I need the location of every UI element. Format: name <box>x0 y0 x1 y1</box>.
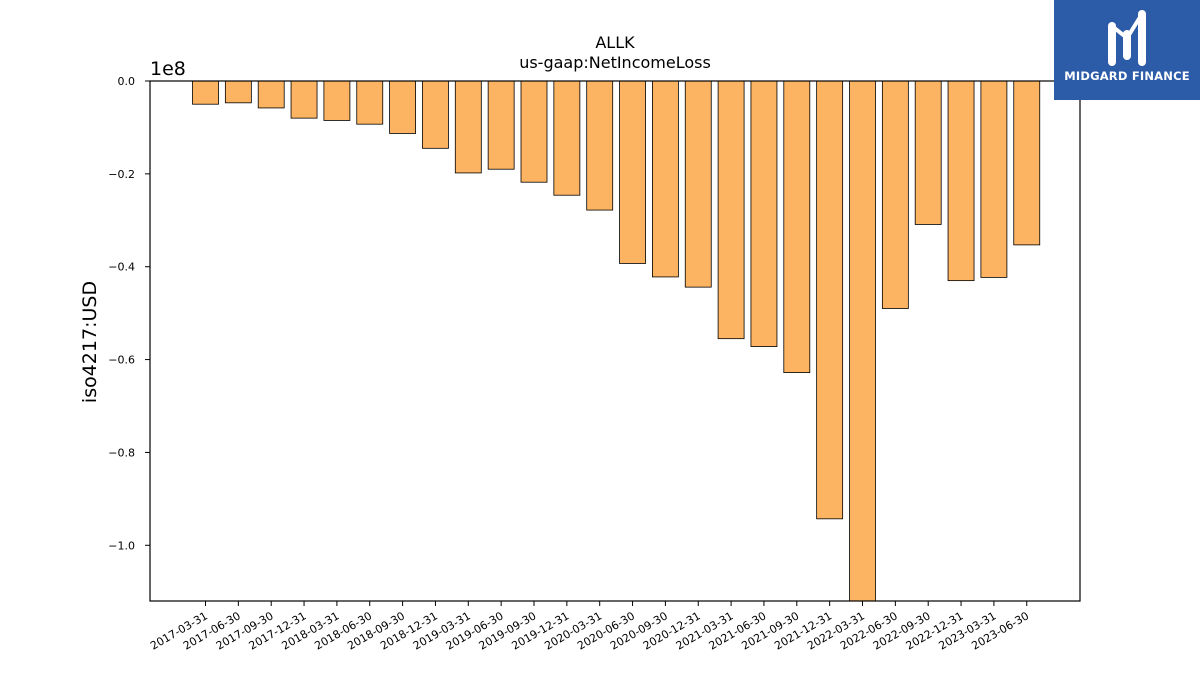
bar-2023-06-30 <box>1013 80 1041 246</box>
bar-2020-12-31 <box>684 80 712 288</box>
bar-2021-12-31 <box>816 80 844 520</box>
bar-2018-09-30 <box>389 80 417 134</box>
bar-2017-06-30 <box>224 80 252 104</box>
y-scale-label: 1e8 <box>150 58 186 80</box>
bar-2020-09-30 <box>652 80 679 278</box>
y-tick-label: 0.0 <box>118 75 136 88</box>
bar-2021-06-30 <box>750 80 778 347</box>
y-tick-label: −0.4 <box>108 261 135 274</box>
x-ticks-layer: 2017-03-312017-06-302017-09-302017-12-31… <box>148 601 1031 653</box>
bars-layer <box>192 80 1041 602</box>
bar-2022-09-30 <box>914 80 942 225</box>
bar-2019-09-30 <box>520 80 548 183</box>
brand-name: MIDGARD FINANCE <box>1064 69 1190 83</box>
plot-frame <box>149 80 1081 602</box>
bar-2017-03-31 <box>192 80 219 105</box>
y-axis-label: iso4217:USD <box>79 281 101 403</box>
bar-2020-06-30 <box>619 80 646 264</box>
chart-subtitle: us-gaap:NetIncomeLoss <box>519 53 711 72</box>
y-tick-label: −0.2 <box>108 168 135 181</box>
bar-2022-06-30 <box>881 80 909 309</box>
bar-2023-03-31 <box>980 80 1008 278</box>
bar-2019-06-30 <box>487 80 515 170</box>
bar-2021-03-31 <box>717 80 745 340</box>
brand-logo: MIDGARD FINANCE <box>1054 0 1200 100</box>
bar-2017-12-31 <box>290 80 318 119</box>
y-tick-label: −0.8 <box>108 446 135 459</box>
bar-2018-12-31 <box>422 80 449 149</box>
chart-title: ALLK <box>595 33 635 52</box>
bar-2020-03-31 <box>586 80 614 211</box>
bar-2017-09-30 <box>257 80 285 109</box>
bar-2018-06-30 <box>356 80 384 125</box>
y-ticks-layer: 0.0 −0.2 −0.4 −0.6 −0.8 −1.0 <box>108 75 150 552</box>
y-tick-label: −1.0 <box>108 539 135 552</box>
bar-2019-03-31 <box>454 80 482 174</box>
y-tick-label: −0.6 <box>108 354 135 367</box>
bar-2018-03-31 <box>323 80 351 121</box>
midgard-logo-icon <box>1108 10 1146 66</box>
bar-2022-12-31 <box>947 80 975 282</box>
bar-2022-03-31 <box>849 80 876 602</box>
bar-2021-09-30 <box>783 80 811 373</box>
bar-2019-12-31 <box>553 80 581 196</box>
